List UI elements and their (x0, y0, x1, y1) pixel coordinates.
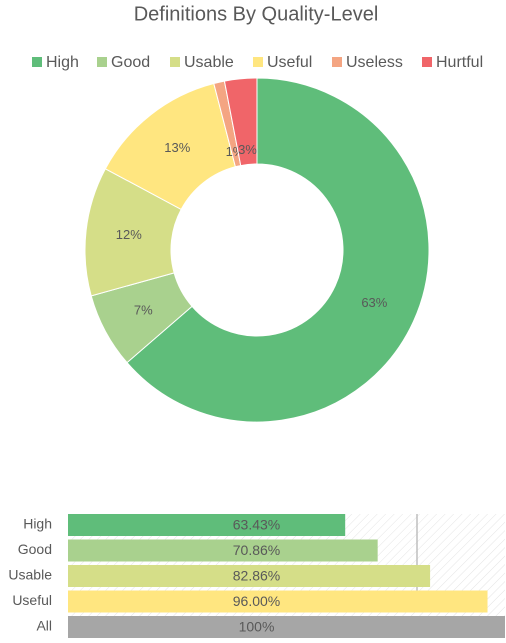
legend-label: Hurtful (436, 54, 483, 71)
data-label: 12% (116, 227, 142, 242)
legend-swatch (170, 57, 180, 67)
data-label: 3% (238, 142, 257, 157)
donut-slice (223, 77, 258, 167)
category-label: Good (18, 541, 52, 557)
bar (68, 565, 431, 587)
legend-label: Good (111, 54, 150, 71)
bar (68, 514, 346, 536)
bar (68, 590, 488, 613)
data-label: 70.86% (233, 542, 280, 558)
data-label: 63% (361, 295, 387, 310)
legend-label: Usable (184, 54, 234, 71)
legend-swatch (32, 57, 42, 67)
category-label: All (36, 618, 52, 634)
legend-swatch (97, 57, 107, 67)
legend-swatch (332, 57, 342, 67)
legend-swatch (422, 57, 432, 67)
chart-title: Definitions By Quality-Level (134, 3, 379, 25)
legend-label: Useless (346, 54, 403, 71)
category-label: Usable (8, 567, 52, 583)
data-label: 100% (239, 619, 275, 635)
data-label: 63.43% (233, 517, 280, 533)
donut-slice (126, 77, 430, 423)
legend-swatch (253, 57, 263, 67)
data-label: 13% (164, 140, 190, 155)
legend-label: High (46, 54, 79, 71)
bar (68, 539, 378, 562)
category-label: Useful (12, 592, 52, 608)
bar (68, 616, 505, 638)
data-label: 7% (134, 302, 153, 317)
data-label: 96.00% (233, 593, 280, 609)
data-label: 82.86% (233, 568, 280, 584)
legend-label: Useful (267, 54, 312, 71)
category-label: High (23, 516, 52, 532)
